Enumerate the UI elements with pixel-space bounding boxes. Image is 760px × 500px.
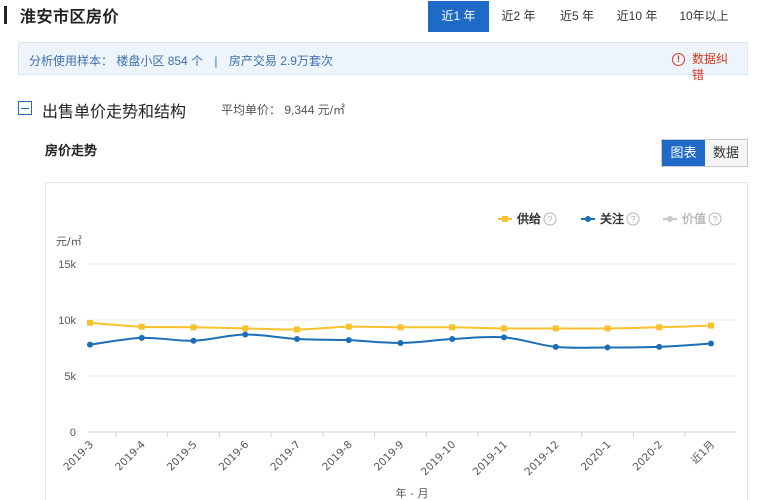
x-axis-label: 年 - 月 — [396, 486, 429, 500]
data-point-supply — [87, 319, 93, 326]
x-tick-label: 2020-2 — [631, 439, 666, 474]
tab-over-10-years[interactable]: 10年以上 — [679, 9, 729, 23]
help-icon — [543, 212, 557, 226]
sample-separator: | — [214, 54, 218, 68]
data-point-supply — [552, 325, 559, 332]
alert-circle-icon: ! — [672, 53, 685, 66]
x-tick-label: 2019-12 — [522, 439, 562, 479]
data-correction-label: 数据纠错 — [692, 52, 729, 82]
tab-2-years[interactable]: 近2 年 — [501, 9, 536, 23]
help-icon-glyph: ? — [547, 215, 552, 225]
x-tick-label: 2019-4 — [113, 438, 148, 473]
chart-title: 房价走势 — [45, 143, 98, 158]
price-trend-chart: 0 5k 10k 15k 元/㎡ 2019-3 2019-4 2019-5 2019-6 2019… — [56, 211, 736, 500]
range-tabs: 近1 年 近2 年 近5 年 近10 年 10年以上 — [428, 1, 740, 32]
tab-10-years[interactable]: 近10 年 — [616, 9, 658, 23]
y-tick-label: 0 — [70, 427, 76, 439]
sample-listings: 楼盘小区 854 个 — [116, 54, 204, 68]
collapse-icon[interactable] — [18, 101, 32, 115]
x-tick-label: 2020-1 — [579, 439, 614, 474]
y-axis-label: 元/㎡ — [56, 235, 82, 248]
data-point-supply — [501, 325, 507, 332]
data-point-supply — [656, 324, 663, 331]
data-point-supply — [604, 325, 611, 332]
sample-info-box: 分析使用样本： 楼盘小区 854 个 | 房产交易 2.9万套次 — [18, 42, 748, 75]
data-point-attention — [449, 336, 456, 343]
help-icon — [626, 212, 640, 226]
help-icon-glyph: ? — [712, 215, 717, 225]
data-point-attention — [242, 331, 249, 338]
data-view-button[interactable]: 数据 — [705, 140, 747, 166]
x-tick-label: 近1月 — [688, 438, 717, 467]
title-accent-bar — [4, 6, 7, 24]
legend-label: 关注 — [600, 211, 624, 226]
y-tick-label: 5k — [64, 371, 76, 383]
data-point-attention — [397, 339, 404, 346]
x-tick-label: 2019-8 — [320, 439, 355, 474]
data-point-attention — [708, 340, 714, 347]
legend-marker — [502, 216, 508, 222]
x-tick-label: 2019-11 — [471, 439, 511, 479]
help-icon — [708, 212, 722, 226]
title-bar: 淮安市区房价 近1 年 近2 年 近5 年 近10 年 10年以上 — [0, 0, 760, 34]
data-point-supply — [345, 323, 352, 330]
data-point-attention — [604, 344, 611, 351]
x-tick-label: 2019-3 — [61, 439, 96, 474]
tab-5-years[interactable]: 近5 年 — [559, 9, 594, 23]
help-icon-glyph: ? — [630, 215, 635, 225]
data-point-supply — [449, 324, 456, 331]
x-tick-label: 2019-7 — [268, 439, 303, 474]
section-title: 出售单价走势和结构 — [42, 104, 187, 121]
legend-marker — [585, 216, 591, 222]
chart-view-button[interactable]: 图表 — [662, 140, 705, 166]
data-point-attention — [87, 341, 93, 348]
legend-marker — [667, 216, 673, 222]
data-point-supply — [708, 322, 714, 329]
data-point-supply — [242, 325, 249, 332]
x-tick-label: 2019-9 — [372, 439, 407, 474]
tab-1-year[interactable]: 近1 年 — [428, 1, 489, 32]
data-point-attention — [294, 336, 300, 343]
data-point-supply — [397, 324, 404, 331]
data-point-attention — [552, 343, 559, 350]
data-point-supply — [190, 324, 197, 331]
x-tick-label: 2019-6 — [217, 438, 252, 473]
data-point-attention — [501, 334, 507, 341]
data-point-attention — [345, 337, 352, 344]
data-point-supply — [138, 323, 145, 330]
legend-label: 价值 — [682, 211, 706, 226]
view-toggle: 图表 数据 — [661, 139, 748, 167]
sample-info-text: 分析使用样本： 楼盘小区 854 个 | 房产交易 2.9万套次 — [29, 52, 333, 69]
data-point-attention — [190, 337, 197, 344]
page-title: 淮安市区房价 — [20, 9, 120, 26]
x-tick-label: 2019-10 — [419, 439, 459, 479]
chart-card: 0 5k 10k 15k 元/㎡ 2019-3 2019-4 2019-5 2019-6 2019… — [45, 182, 748, 500]
y-tick-label: 15k — [58, 259, 76, 271]
sample-prefix: 分析使用样本： — [29, 54, 114, 68]
x-tick-label: 2019-5 — [165, 439, 200, 474]
data-point-supply — [294, 326, 300, 333]
data-point-attention — [138, 334, 145, 341]
data-point-attention — [656, 343, 663, 350]
section-header: 出售单价走势和结构 平均单价： 9,344 元/㎡ — [18, 98, 618, 121]
sample-trades: 房产交易 2.9万套次 — [228, 54, 333, 68]
y-tick-label: 10k — [58, 315, 76, 327]
average-price: 平均单价： 9,344 元/㎡ — [221, 103, 346, 117]
legend-label: 供给 — [516, 211, 541, 226]
